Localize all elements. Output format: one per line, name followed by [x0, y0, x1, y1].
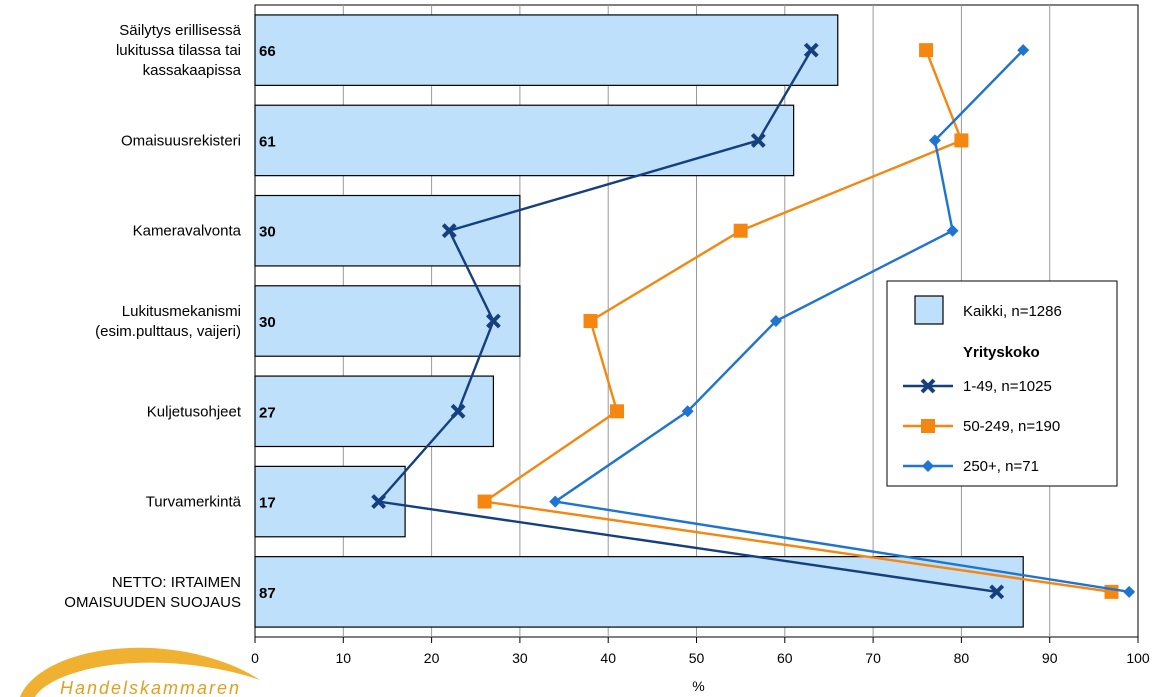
marker-diamond [922, 460, 934, 472]
legend-entry: 1-49, n=1025 [903, 378, 1052, 395]
x-tick-label: 10 [336, 650, 352, 666]
marker-diamond [1017, 44, 1030, 57]
marker-diamond [769, 315, 782, 327]
legend-label: 1-49, n=1025 [963, 378, 1052, 395]
marker-x [803, 42, 819, 58]
category-label: Kuljetusohjeet [147, 403, 242, 420]
marker-diamond [946, 224, 959, 237]
marker-square [921, 419, 935, 433]
category-label: Kameravalvonta [133, 223, 242, 240]
bar [254, 104, 795, 177]
marker-x [750, 133, 766, 148]
legend-label: 250+, n=71 [963, 458, 1039, 475]
marker-square [610, 404, 625, 419]
category-label: Lukitusmekanismi (esim.pulttaus, vaijeri) [95, 303, 241, 340]
marker-square [583, 314, 598, 328]
x-tick-label: 70 [865, 650, 881, 666]
category-label: Turvamerkintä [146, 494, 242, 511]
marker-stroke [920, 378, 936, 394]
x-tick-label: 80 [954, 650, 970, 666]
bar-value-label: 27 [259, 404, 276, 421]
x-tick-label: 100 [1126, 650, 1150, 666]
series [549, 44, 1136, 598]
logo-swoosh [20, 647, 260, 697]
axes: Säilytys erillisessä lukitussa tilassa ta… [64, 22, 1150, 694]
bar-value-label: 61 [259, 133, 276, 150]
category-label: NETTO: IRTAIMEN OMAISUUDEN SUOJAUS [64, 574, 241, 611]
marker-stroke [485, 313, 501, 329]
bar-value-label: 17 [259, 495, 276, 512]
marker-diamond [681, 405, 694, 418]
marker-square [919, 43, 934, 58]
legend-swatch-bar [914, 295, 944, 325]
bar [254, 194, 521, 267]
category-label: Omaisuusrekisteri [121, 132, 241, 149]
marker-diamond [1123, 585, 1136, 598]
marker-diamond [549, 495, 562, 508]
marker-square [954, 133, 969, 148]
legend-title: Yrityskoko [963, 344, 1040, 361]
x-tick-label: 50 [689, 650, 705, 666]
logo-text: Handelskammaren [60, 678, 241, 697]
marker-x [450, 403, 466, 419]
bar [254, 556, 1024, 628]
legend-label: Kaikki, n=1286 [963, 303, 1062, 320]
bar-value-label: 66 [259, 43, 276, 60]
marker-stroke [450, 403, 466, 419]
marker-stroke [371, 494, 387, 509]
marker-x [989, 584, 1005, 600]
marker-square [733, 223, 748, 238]
x-tick-label: 60 [777, 650, 793, 666]
marker-stroke [750, 133, 766, 148]
x-tick-label: 40 [600, 650, 616, 666]
marker-x [485, 313, 501, 329]
legend-label: 50-249, n=190 [963, 418, 1060, 435]
bar [254, 14, 839, 86]
marker-diamond [928, 134, 941, 147]
marker-square [477, 494, 492, 509]
marker-x [920, 378, 936, 394]
bar-value-label: 87 [259, 585, 276, 602]
legend-entry: 50-249, n=190 [903, 418, 1060, 435]
legend-entry: 250+, n=71 [903, 458, 1039, 475]
marker-stroke [441, 223, 457, 239]
series [477, 43, 1119, 599]
x-axis-label: % [692, 678, 704, 694]
bar [254, 375, 495, 448]
series-lines [371, 42, 1136, 600]
x-tick-label: 90 [1042, 650, 1058, 666]
category-label: Säilytys erillisessä lukitussa tilassa ta… [116, 22, 242, 79]
x-tick-label: 30 [512, 650, 528, 666]
bar-value-label: 30 [259, 314, 276, 331]
legend: Kaikki, n=1286 Yrityskoko 1-49, n=1025 50-2… [886, 280, 1118, 487]
marker-x [371, 494, 387, 509]
x-tick-label: 0 [251, 650, 259, 666]
marker-stroke [803, 42, 819, 58]
bar-value-label: 30 [259, 224, 276, 241]
series [371, 42, 1005, 600]
x-tick-label: 20 [424, 650, 440, 666]
marker-stroke [989, 584, 1005, 600]
bar [254, 285, 521, 357]
marker-x [441, 223, 457, 239]
bars: 66 61 30 30 27 17 87 [254, 14, 1024, 628]
logo: Handelskammaren [20, 647, 260, 697]
marker-square [1104, 584, 1119, 599]
